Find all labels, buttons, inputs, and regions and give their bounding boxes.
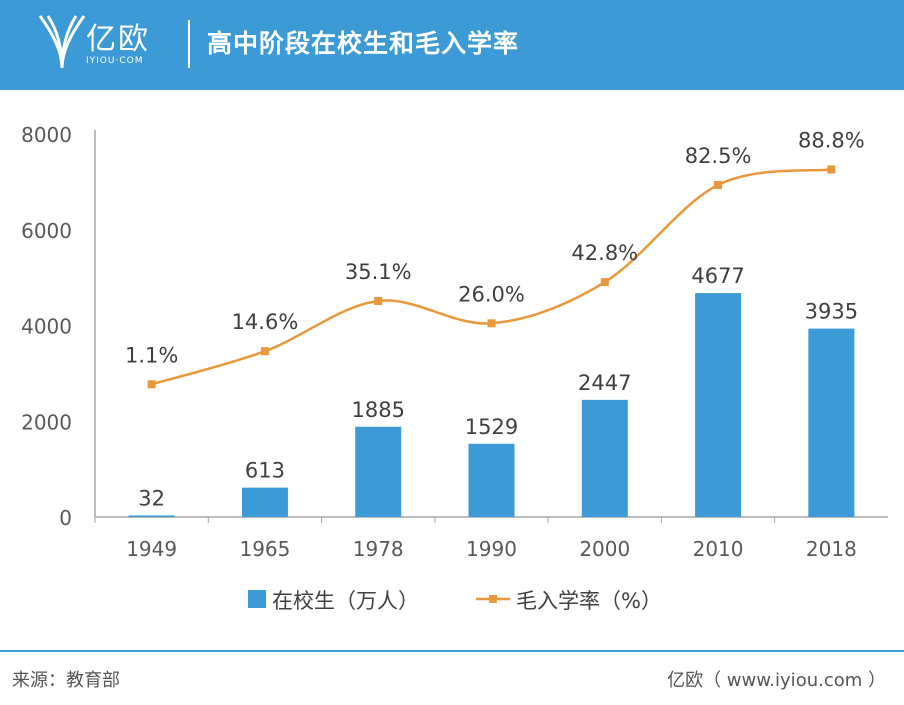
y-tick-label: 4000 (21, 315, 72, 339)
bar-value-label: 1885 (351, 398, 404, 422)
rate-value-label: 82.5% (685, 144, 752, 168)
y-tick-label: 2000 (21, 410, 72, 434)
x-tick-label: 2010 (693, 537, 744, 561)
bar-line-chart: 0 2000 4000 6000 8000 1949 1965 1978 1990 2000 201… (21, 123, 888, 613)
x-tick-label: 2018 (806, 537, 857, 561)
x-tick-label: 1949 (126, 537, 177, 561)
x-tick-label: 1965 (239, 537, 290, 561)
y-tick-label: 8000 (21, 123, 72, 147)
rate-value-label: 26.0% (458, 282, 525, 306)
rate-value-label: 1.1% (125, 343, 178, 367)
logo-text: 亿欧 (86, 22, 150, 57)
rate-point (374, 297, 383, 306)
rate-value-label: 14.6% (232, 310, 299, 334)
bar-value-label: 2447 (578, 371, 631, 395)
source-note: 来源：教育部 (12, 670, 120, 691)
rate-point (827, 165, 836, 174)
x-tick-label: 2000 (579, 537, 630, 561)
chart-title: 高中阶段在校生和毛入学率 (207, 29, 520, 58)
bar (581, 399, 628, 517)
legend-bar-swatch (248, 590, 266, 608)
bar-value-label: 3935 (805, 300, 858, 324)
rate-point (487, 319, 496, 328)
credit-note: 亿欧（ www.iyiou.com ） (667, 670, 886, 691)
footer-divider (0, 650, 904, 652)
iyiou-logo-icon (38, 15, 86, 69)
bar (241, 487, 288, 517)
rate-point (600, 278, 609, 287)
y-tick-label: 0 (59, 506, 72, 530)
rate-point (260, 347, 269, 356)
bar (468, 443, 515, 517)
bar (128, 515, 175, 517)
bar-value-label: 32 (138, 486, 165, 510)
bar (355, 426, 402, 517)
x-tick-label: 1978 (353, 537, 404, 561)
rate-value-label: 88.8% (798, 128, 865, 152)
header-divider (188, 20, 190, 68)
rate-point (147, 380, 156, 389)
legend-line-marker (489, 595, 497, 603)
bar (808, 328, 855, 517)
legend-line-label: 毛入学率（%） (516, 589, 662, 613)
y-tick-label: 6000 (21, 219, 72, 243)
bar-value-label: 4677 (691, 264, 744, 288)
header-banner: 亿欧 IYIOU·COM 高中阶段在校生和毛入学率 (0, 0, 904, 90)
legend-bar-label: 在校生（万人） (272, 589, 419, 613)
rate-value-label: 42.8% (571, 241, 638, 265)
rate-point (714, 180, 723, 189)
bar-value-label: 613 (245, 459, 285, 483)
logo-subtext: IYIOU·COM (86, 56, 144, 66)
x-tick-label: 1990 (466, 537, 517, 561)
bar (695, 293, 742, 517)
rate-value-label: 35.1% (345, 260, 412, 284)
bar-value-label: 1529 (465, 415, 518, 439)
